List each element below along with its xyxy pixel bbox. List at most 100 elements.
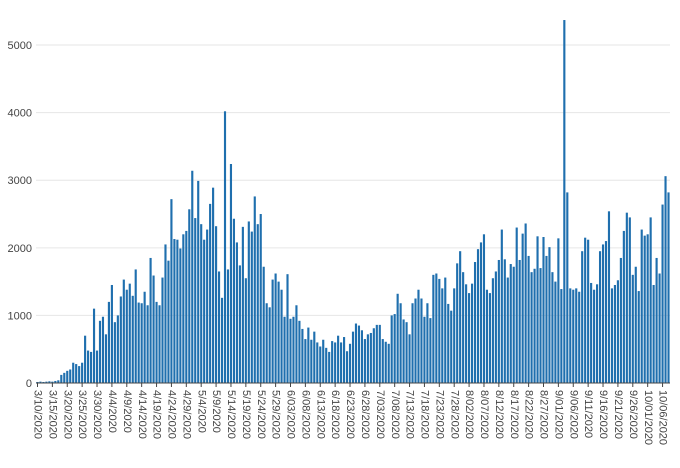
axes <box>36 382 670 387</box>
bar <box>277 281 280 383</box>
bar <box>607 211 611 383</box>
bar <box>63 372 66 383</box>
bar <box>42 381 45 383</box>
bar <box>301 328 304 383</box>
bar <box>280 289 283 383</box>
bar <box>48 381 51 383</box>
bar <box>220 297 224 383</box>
bar <box>194 218 197 383</box>
bar <box>378 324 381 383</box>
bar <box>521 233 524 383</box>
bar <box>441 288 444 383</box>
x-tick-label: 3/25/2020 <box>76 390 88 439</box>
x-tick-label: 4/24/2020 <box>166 390 178 439</box>
y-tick-label: 3000 <box>8 175 32 187</box>
bar <box>244 278 247 383</box>
bar <box>131 295 134 383</box>
bar <box>122 279 125 383</box>
bar <box>512 266 515 383</box>
x-tick-label: 3/30/2020 <box>91 390 103 439</box>
bar <box>89 351 93 383</box>
bar <box>104 334 108 383</box>
bar <box>542 237 545 383</box>
bar <box>217 271 221 383</box>
bar <box>619 257 622 383</box>
bar <box>369 332 372 383</box>
bar <box>667 192 670 383</box>
bar <box>191 170 194 383</box>
bar <box>488 293 491 383</box>
bar <box>402 319 405 383</box>
bar <box>345 351 349 383</box>
x-tick-label: 5/29/2020 <box>270 390 282 439</box>
bar <box>646 234 649 383</box>
bar <box>598 251 602 383</box>
bar <box>482 234 486 383</box>
x-tick-label: 8/02/2020 <box>463 390 475 439</box>
bar <box>536 236 539 383</box>
bar <box>530 272 533 383</box>
bar <box>116 315 119 383</box>
bar <box>390 315 393 383</box>
x-tick-label: 7/13/2020 <box>404 390 416 439</box>
bar <box>497 259 500 383</box>
bar <box>366 334 369 383</box>
y-tick-label: 5000 <box>8 40 32 52</box>
bar <box>616 280 619 383</box>
bar <box>396 293 399 383</box>
x-tick-label: 6/13/2020 <box>314 390 326 439</box>
bar <box>381 339 384 383</box>
bar <box>354 323 358 383</box>
bar <box>426 303 429 383</box>
bar <box>286 274 289 383</box>
bar <box>622 230 625 383</box>
bar <box>509 264 512 383</box>
bar <box>411 303 414 383</box>
x-tick-label: 10/06/2020 <box>657 390 669 445</box>
bar <box>253 196 256 383</box>
bar <box>164 244 167 383</box>
bar <box>417 289 420 383</box>
x-tick-label: 9/26/2020 <box>627 390 639 439</box>
bar <box>36 381 39 383</box>
bar <box>325 347 328 383</box>
bar <box>387 343 390 383</box>
x-tick-label: 4/4/2020 <box>106 390 118 433</box>
x-tick-label: 10/01/2020 <box>642 390 654 445</box>
y-tick-label: 2000 <box>8 243 32 255</box>
bar <box>226 269 230 383</box>
bar <box>265 303 268 383</box>
bar <box>503 259 506 383</box>
x-tick-label: 8/12/2020 <box>493 390 505 439</box>
bar <box>414 298 417 383</box>
bar <box>256 224 259 383</box>
x-tick-label: 7/18/2020 <box>419 390 431 439</box>
bar <box>146 305 149 383</box>
bar <box>500 229 503 383</box>
x-tick-label: 8/22/2020 <box>523 390 535 439</box>
bars <box>36 20 670 384</box>
bar <box>54 380 57 383</box>
bar <box>212 187 215 383</box>
bar <box>393 314 396 383</box>
bar <box>625 212 628 383</box>
bar <box>298 320 301 383</box>
bar <box>69 369 72 383</box>
y-tick-label: 0 <box>26 378 32 390</box>
x-tick-label: 3/10/2020 <box>32 390 44 439</box>
bar <box>259 214 262 383</box>
bar <box>524 223 527 383</box>
x-tick-label: 4/19/2020 <box>151 390 163 439</box>
bar <box>539 268 542 383</box>
bar <box>319 346 322 383</box>
x-tick-label: 6/18/2020 <box>329 390 341 439</box>
x-tick-label: 4/14/2020 <box>136 390 148 439</box>
y-tick-label: 1000 <box>8 310 32 322</box>
grid-lines <box>36 44 670 316</box>
bar <box>215 226 218 383</box>
bar <box>447 303 450 383</box>
bar <box>652 284 655 383</box>
bar <box>87 350 90 383</box>
bar <box>429 318 432 383</box>
x-tick-label: 9/11/2020 <box>582 390 594 438</box>
